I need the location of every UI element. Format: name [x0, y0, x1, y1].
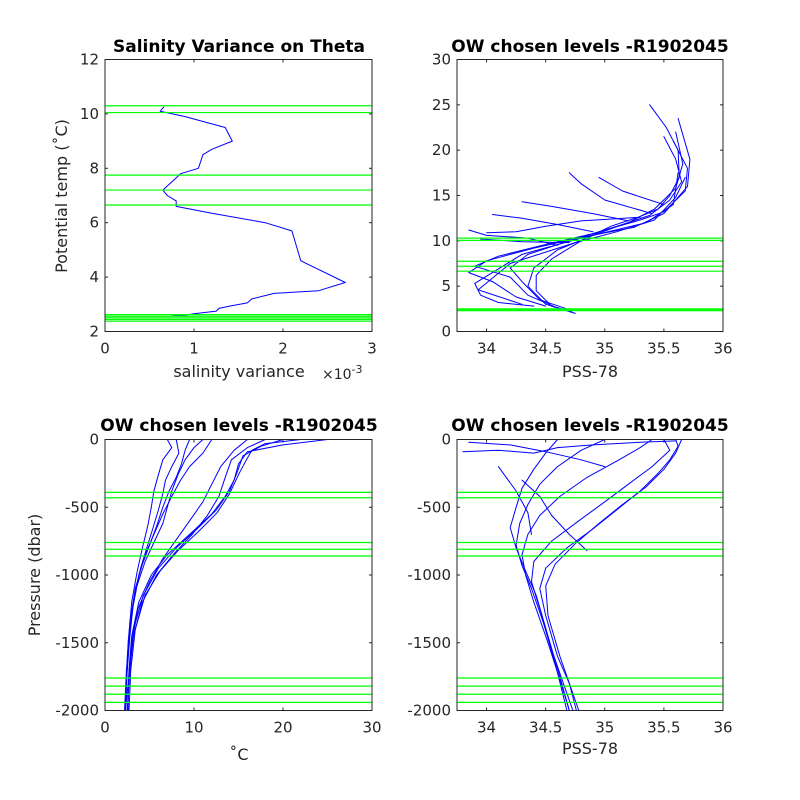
x-tick-label: 1	[189, 340, 199, 358]
x-tick-label: 10	[184, 719, 203, 737]
y-tick-label: 8	[89, 159, 99, 177]
profile-line	[126, 439, 266, 711]
chart-title: OW chosen levels -R1902045	[451, 416, 728, 436]
axes-frame	[456, 59, 724, 332]
y-tick-label: 10	[80, 105, 99, 123]
x-axis-label: PSS-78	[562, 362, 618, 381]
chart-title: Salinity Variance on Theta	[113, 37, 365, 57]
y-tick-label: 20	[432, 141, 451, 159]
profile-line	[125, 439, 204, 711]
y-tick-label: 12	[80, 51, 99, 69]
chart-title: OW chosen levels -R1902045	[100, 416, 377, 436]
profile-line	[159, 106, 346, 317]
y-tick-label: -1500	[55, 634, 99, 652]
y-tick-label: 10	[432, 232, 451, 250]
x-tick-label: 0	[100, 719, 110, 737]
y-tick-label: -500	[417, 498, 451, 516]
x-tick-label: 3	[367, 340, 377, 358]
x-tick-label: 36	[713, 340, 732, 358]
x-tick-label: 2	[278, 340, 288, 358]
plot-area	[457, 439, 723, 711]
plot-area	[105, 439, 372, 711]
axes-frame	[104, 59, 373, 332]
plot-area	[105, 105, 372, 322]
x-tick-label: 34.5	[529, 719, 562, 737]
profile-line	[497, 466, 532, 535]
profile-line	[477, 176, 686, 305]
x-ticks: 34 34.5 35 35.5 36	[477, 59, 733, 358]
y-tick-label: 5	[441, 277, 451, 295]
y-tick-label: 0	[441, 431, 451, 449]
axes-frame	[104, 439, 373, 711]
y-ticks: 0 5 10 15 20 25 30	[432, 51, 723, 341]
x-tick-label: 35	[595, 340, 614, 358]
x-tick-label: 35	[595, 719, 614, 737]
y-tick-label: -500	[65, 498, 99, 516]
profile-line	[486, 216, 641, 234]
profile-line	[509, 439, 570, 711]
x-axis-label: ˚C	[229, 745, 248, 764]
x-tick-label: 34	[477, 719, 496, 737]
profile-line	[521, 479, 588, 552]
y-tick-label: 15	[432, 187, 451, 205]
y-ticks: -2000 -1500 -1000 -500 0	[55, 431, 372, 720]
y-tick-label: 6	[89, 214, 99, 232]
y-tick-label: -2000	[55, 702, 99, 720]
y-axis-label: Potential temp (˚C)	[52, 119, 71, 273]
y-tick-label: 4	[89, 268, 99, 286]
x-ticks: 34 34.5 35 35.5 36	[477, 439, 733, 737]
x-tick-label: 36	[713, 719, 732, 737]
y-tick-label: 25	[432, 96, 451, 114]
x-axis-label: salinity variance	[173, 362, 304, 381]
profile-line	[462, 440, 677, 454]
profile-line	[521, 439, 653, 711]
profile-line	[539, 439, 679, 711]
x-tick-label: 35.5	[647, 340, 680, 358]
chart-panel-pressure-salinity: OW chosen levels -R1902045 PSS-78 34 34.5…	[407, 416, 732, 758]
profile-line	[474, 172, 679, 307]
plot-area	[457, 104, 723, 314]
y-tick-label: -2000	[407, 702, 451, 720]
x-tick-label: 34.5	[529, 340, 562, 358]
x-axis-exponent-base: ×10	[322, 367, 352, 383]
y-axis-label: Pressure (dbar)	[25, 514, 44, 637]
chart-panel-pressure-temperature: OW chosen levels -R1902045 ˚C Pressure (…	[25, 416, 382, 764]
profile-line	[468, 441, 606, 468]
y-ticks: 2 4 6 8 10 12	[80, 51, 372, 341]
profile-line	[527, 136, 683, 313]
profile-line	[492, 214, 594, 233]
y-ticks: -2000 -1500 -1000 -500 0	[407, 431, 723, 720]
x-tick-label: 0	[100, 340, 110, 358]
y-tick-label: 0	[441, 323, 451, 341]
x-tick-label: 20	[273, 719, 292, 737]
chart-panel-salinity-variance: Salinity Variance on Theta salinity vari…	[52, 37, 377, 383]
x-tick-label: 30	[362, 719, 381, 737]
x-axis-exponent-power: -3	[352, 363, 363, 376]
profile-line	[521, 201, 629, 222]
x-tick-label: 34	[477, 340, 496, 358]
profile-line	[545, 439, 683, 711]
profile-line	[125, 439, 248, 711]
y-tick-label: -1000	[55, 566, 99, 584]
y-tick-label: 30	[432, 51, 451, 69]
profile-line	[515, 439, 606, 711]
y-tick-label: -1500	[407, 634, 451, 652]
chart-title: OW chosen levels -R1902045	[451, 37, 728, 57]
x-axis-label: PSS-78	[562, 739, 618, 758]
x-axis-exponent: ×10-3	[322, 363, 363, 383]
profile-line	[598, 176, 665, 206]
y-tick-label: 0	[89, 431, 99, 449]
profile-line	[568, 172, 653, 215]
y-tick-label: -1000	[407, 566, 451, 584]
y-tick-label: 2	[89, 323, 99, 341]
axes-frame	[456, 439, 724, 711]
profile-line	[535, 104, 680, 314]
x-tick-label: 35.5	[647, 719, 680, 737]
chart-panel-theta-salinity: OW chosen levels -R1902045 PSS-78 34 34.5…	[432, 37, 733, 381]
profile-line	[126, 439, 284, 711]
